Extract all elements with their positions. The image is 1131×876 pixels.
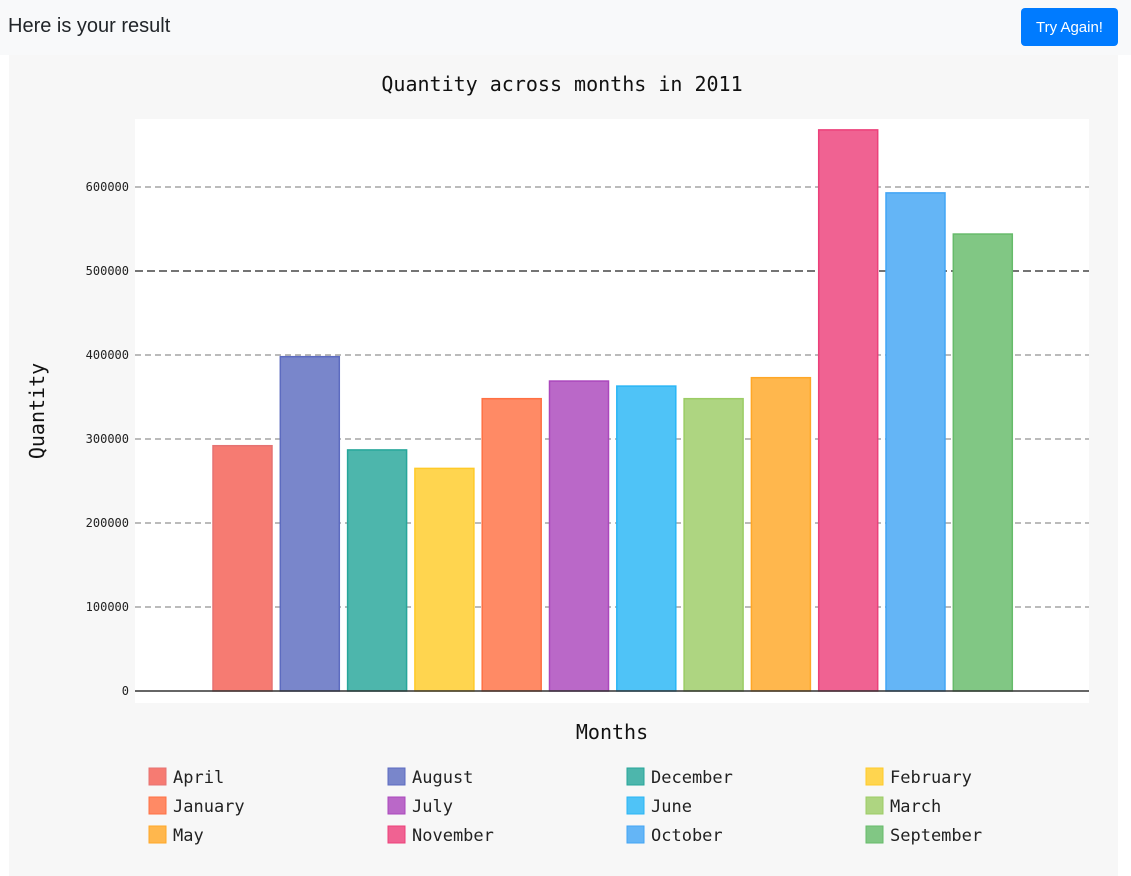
legend-item[interactable]: March bbox=[865, 796, 941, 817]
legend-item[interactable]: December bbox=[626, 767, 733, 788]
result-text: Here is your result bbox=[8, 15, 171, 37]
x-axis-label: Months bbox=[576, 720, 648, 744]
legend-label: December bbox=[651, 768, 733, 788]
legend-label: January bbox=[173, 797, 245, 817]
bar-march bbox=[683, 397, 744, 692]
bar-june bbox=[616, 385, 677, 692]
bars bbox=[212, 129, 1014, 692]
bar-august bbox=[279, 355, 341, 692]
legend-item[interactable]: February bbox=[865, 767, 972, 788]
top-bar: Here is your result Try Again! bbox=[0, 0, 1131, 55]
legend-label: September bbox=[890, 826, 982, 846]
bar-july bbox=[548, 380, 610, 692]
legend-item[interactable]: April bbox=[148, 767, 224, 788]
legend-item[interactable]: October bbox=[626, 825, 723, 846]
y-tick-labels: 0 100000 200000 300000 400000 500000 600000 bbox=[86, 180, 129, 698]
y-tick-label: 300000 bbox=[86, 432, 129, 446]
bar-february bbox=[414, 467, 475, 692]
legend-label: April bbox=[173, 768, 224, 788]
y-axis-label: Quantity bbox=[25, 363, 49, 459]
legend-swatch bbox=[148, 767, 167, 786]
legend-swatch bbox=[626, 796, 645, 815]
bar-october bbox=[885, 192, 946, 692]
bar-november bbox=[817, 129, 879, 692]
legend-swatch bbox=[387, 825, 406, 844]
legend: April August December February January July Ju… bbox=[148, 767, 982, 846]
y-tick-label: 200000 bbox=[86, 516, 129, 530]
legend-swatch bbox=[626, 825, 645, 844]
legend-swatch bbox=[865, 825, 884, 844]
bar-december bbox=[346, 449, 408, 692]
y-tick-label: 0 bbox=[122, 684, 129, 698]
legend-swatch bbox=[387, 767, 406, 786]
legend-item[interactable]: January bbox=[148, 796, 245, 817]
legend-swatch bbox=[148, 796, 167, 815]
legend-label: November bbox=[412, 826, 494, 846]
legend-label: July bbox=[412, 797, 453, 817]
legend-item[interactable]: July bbox=[387, 796, 453, 817]
bar-january bbox=[481, 397, 542, 692]
legend-swatch bbox=[387, 796, 406, 815]
y-tick-label: 100000 bbox=[86, 600, 129, 614]
legend-swatch bbox=[148, 825, 167, 844]
legend-swatch bbox=[626, 767, 645, 786]
legend-label: May bbox=[173, 826, 204, 846]
legend-item[interactable]: June bbox=[626, 796, 692, 817]
chart-title: Quantity across months in 2011 bbox=[381, 72, 742, 96]
y-tick-label: 400000 bbox=[86, 348, 129, 362]
bar-september bbox=[952, 233, 1014, 692]
plot-area bbox=[135, 119, 1089, 703]
legend-label: February bbox=[890, 768, 972, 788]
legend-label: October bbox=[651, 826, 723, 846]
legend-swatch bbox=[865, 767, 884, 786]
legend-item[interactable]: May bbox=[148, 825, 204, 846]
y-tick-label: 600000 bbox=[86, 180, 129, 194]
y-tick-label: 500000 bbox=[86, 264, 129, 278]
legend-label: August bbox=[412, 768, 473, 788]
legend-label: March bbox=[890, 797, 941, 817]
legend-item[interactable]: August bbox=[387, 767, 473, 788]
try-again-button[interactable]: Try Again! bbox=[1021, 8, 1118, 46]
legend-item[interactable]: September bbox=[865, 825, 982, 846]
legend-item[interactable]: November bbox=[387, 825, 494, 846]
legend-swatch bbox=[865, 796, 884, 815]
legend-label: June bbox=[651, 797, 692, 817]
bar-april bbox=[212, 444, 273, 692]
bar-may bbox=[750, 376, 812, 692]
